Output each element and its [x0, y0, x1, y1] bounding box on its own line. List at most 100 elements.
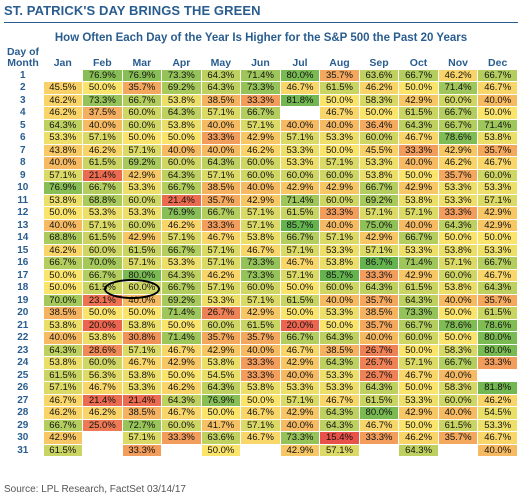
heatmap-cell: 64.3%	[161, 393, 202, 407]
heatmap-cell: 64.3%	[358, 281, 400, 295]
heatmap-cell: 40.0%	[42, 156, 84, 170]
heatmap-cell: 42.9%	[398, 93, 439, 107]
day-label: 22	[3, 331, 43, 344]
heatmap-cell	[42, 68, 84, 82]
heatmap-cell: 42.9%	[279, 356, 321, 370]
heatmap-cell: 40.0%	[477, 93, 518, 107]
table-row: 29 66.7% 25.0% 72.7% 60.0% 41.7% 57.1% 40.0% 64.…	[3, 418, 518, 432]
heatmap-cell: 57.1%	[437, 256, 479, 270]
heatmap-cell: 43.8%	[42, 143, 84, 157]
heatmap-cell: 33.3%	[240, 93, 281, 107]
table-row: 24 53.8% 60.0% 46.7% 42.9% 53.8% 33.3% 42.9% 64.…	[3, 356, 518, 370]
heatmap-cell: 73.3%	[279, 431, 321, 445]
heatmap-cell: 69.2%	[358, 193, 400, 207]
heatmap-cell: 73.3%	[161, 68, 202, 82]
heatmap-cell: 53.3%	[279, 381, 321, 395]
heatmap-cell: 50.0%	[398, 381, 439, 395]
heatmap-cell: 61.5%	[279, 293, 321, 307]
heatmap-cell: 46.2%	[200, 268, 242, 282]
heatmap-cell: 40.0%	[279, 368, 321, 382]
heatmap-cell: 53.3%	[358, 156, 400, 170]
heatmap-cell: 30.8%	[121, 331, 163, 345]
heatmap-cell: 26.7%	[200, 306, 242, 320]
heatmap-cell: 40.0%	[240, 343, 281, 357]
heatmap-cell: 50.0%	[398, 168, 439, 182]
page-title: ST. PATRICK'S DAY BRINGS THE GREEN	[4, 3, 261, 18]
heatmap-cell: 66.7%	[161, 181, 202, 195]
heatmap-cell: 64.3%	[398, 118, 439, 132]
heatmap-cell: 75.0%	[358, 218, 400, 232]
heatmap-cell: 54.5%	[200, 368, 242, 382]
heatmap-cell: 42.9%	[477, 206, 518, 220]
heatmap-cell: 61.5%	[42, 443, 84, 457]
heatmap-cell: 60.0%	[121, 106, 163, 120]
heatmap-cell: 57.1%	[200, 168, 242, 182]
heatmap-cell: 50.0%	[240, 393, 281, 407]
heatmap-cell: 78.6%	[477, 318, 518, 332]
table-row: 16 66.7% 70.0% 57.1% 53.3% 57.1% 73.3% 46.7% 53.…	[3, 256, 518, 270]
heatmap-cell	[240, 443, 281, 457]
heatmap-cell: 57.1%	[358, 206, 400, 220]
heatmap-cell: 20.0%	[279, 318, 321, 332]
heatmap-cell: 35.7%	[121, 81, 163, 95]
table-row: 11 53.8% 68.8% 60.0% 21.4% 35.7% 42.9% 71.4% 60.…	[3, 193, 518, 207]
heatmap-cell: 23.1%	[82, 293, 123, 307]
heatmap-cell: 60.0%	[477, 168, 518, 182]
heatmap-cell: 81.8%	[279, 93, 321, 107]
heatmap-cell: 64.3%	[319, 356, 360, 370]
heatmap-cell: 40.0%	[398, 218, 439, 232]
heatmap-cell: 73.3%	[82, 93, 123, 107]
heatmap-cell: 46.2%	[42, 243, 84, 257]
heatmap-cell: 57.1%	[398, 356, 439, 370]
heatmap-cell: 50.0%	[437, 331, 479, 345]
heatmap-cell: 33.3%	[358, 431, 400, 445]
heatmap-cell: 40.0%	[477, 443, 518, 457]
heatmap-cell: 81.8%	[477, 381, 518, 395]
heatmap-cell: 60.0%	[437, 93, 479, 107]
heatmap-cell: 57.1%	[240, 118, 281, 132]
table-row: 26 57.1% 46.7% 53.3% 46.2% 64.3% 53.8% 53.3% 53.…	[3, 381, 518, 395]
heatmap-cell: 61.5%	[358, 393, 400, 407]
heatmap-cell: 60.0%	[240, 168, 281, 182]
heatmap-cell: 53.8%	[42, 193, 84, 207]
heatmap-cell: 53.3%	[42, 131, 84, 145]
heatmap-cell: 50.0%	[319, 93, 360, 107]
heatmap-cell: 50.0%	[161, 131, 202, 145]
heatmap-cell: 66.7%	[42, 256, 84, 270]
heatmap-cell: 40.0%	[279, 118, 321, 132]
heatmap-cell: 57.1%	[279, 243, 321, 257]
day-label: 15	[3, 244, 43, 257]
heatmap-cell: 53.3%	[437, 193, 479, 207]
table-row: 17 50.0% 66.7% 80.0% 64.3% 46.2% 73.3% 57.1% 85.…	[3, 268, 518, 282]
heatmap-cell: 46.7%	[240, 406, 281, 420]
heatmap-cell: 61.5%	[82, 231, 123, 245]
heatmap-cell: 76.9%	[82, 68, 123, 82]
heatmap-cell: 42.9%	[240, 193, 281, 207]
heatmap-cell: 60.0%	[398, 331, 439, 345]
heatmap-cell: 35.7%	[200, 193, 242, 207]
heatmap-cell: 50.0%	[121, 131, 163, 145]
heatmap-cell: 46.7%	[279, 81, 321, 95]
heatmap-cell: 64.3%	[200, 68, 242, 82]
heatmap-cell: 56.3%	[82, 368, 123, 382]
heatmap-cell: 57.1%	[200, 281, 242, 295]
heatmap-cell: 42.9%	[279, 443, 321, 457]
heatmap-cell: 64.3%	[161, 268, 202, 282]
heatmap-cell: 78.6%	[437, 131, 479, 145]
heatmap-cell: 53.3%	[200, 293, 242, 307]
heatmap-cell: 71.4%	[437, 81, 479, 95]
heatmap-cell: 58.3%	[437, 381, 479, 395]
heatmap-cell: 53.3%	[161, 256, 202, 270]
heatmap-cell: 60.0%	[82, 356, 123, 370]
day-label: 11	[3, 194, 43, 207]
heatmap-cell: 35.7%	[437, 431, 479, 445]
heatmap-cell: 35.7%	[477, 293, 518, 307]
heatmap-cell: 53.3%	[477, 181, 518, 195]
column-header-aug: Aug	[329, 56, 350, 69]
heatmap-cell: 46.7%	[477, 431, 518, 445]
heatmap-cell: 60.0%	[121, 118, 163, 132]
heatmap-cell: 61.5%	[240, 318, 281, 332]
chart-subtitle: How Often Each Day of the Year Is Higher…	[54, 32, 468, 44]
heatmap-cell: 53.8%	[358, 168, 400, 182]
heatmap-cell: 41.7%	[200, 418, 242, 432]
